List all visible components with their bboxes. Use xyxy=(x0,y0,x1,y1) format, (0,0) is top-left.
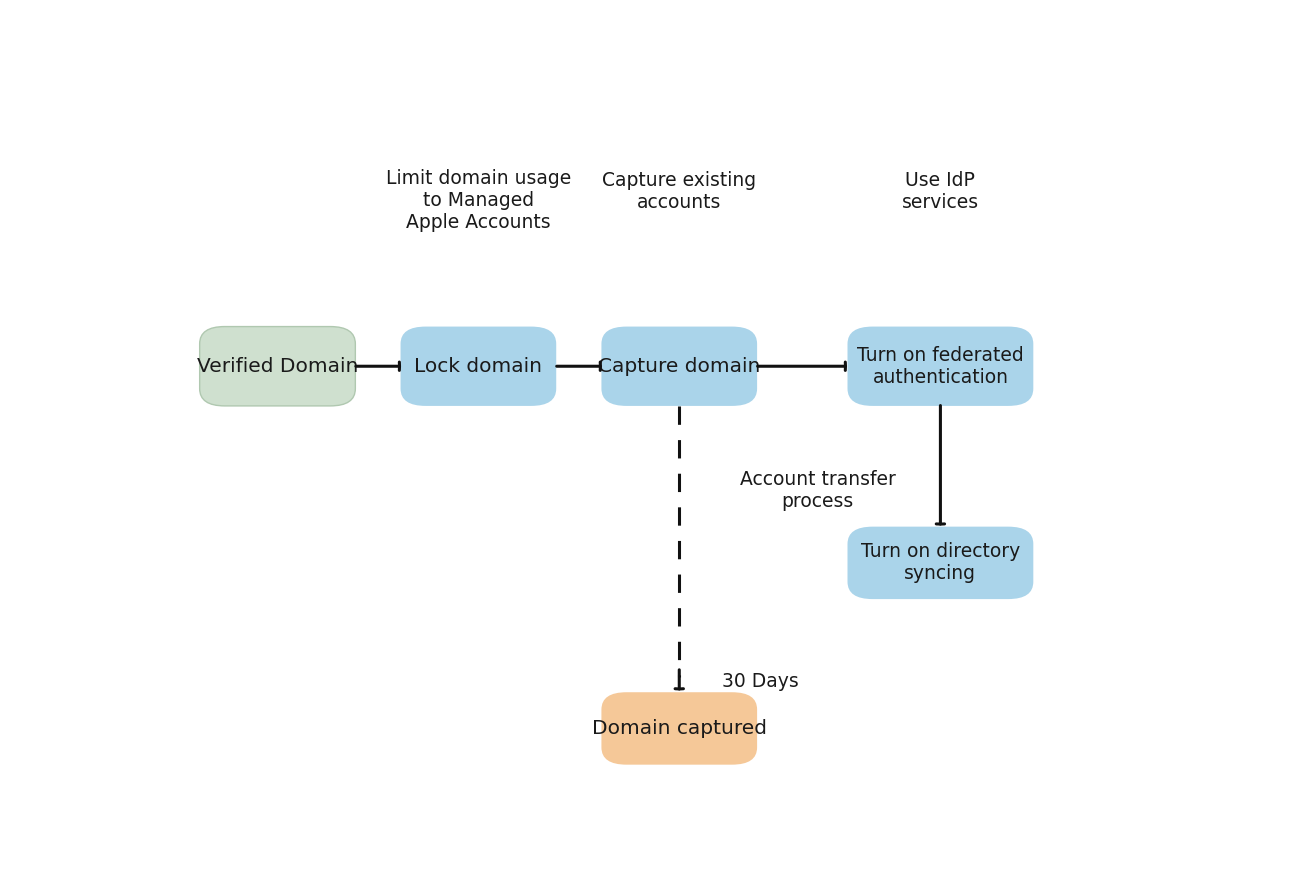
FancyBboxPatch shape xyxy=(601,326,757,406)
FancyBboxPatch shape xyxy=(601,693,757,764)
Text: Account transfer
process: Account transfer process xyxy=(740,470,896,511)
FancyBboxPatch shape xyxy=(200,326,355,406)
Text: Use IdP
services: Use IdP services xyxy=(902,171,978,212)
Text: Capture existing
accounts: Capture existing accounts xyxy=(603,171,757,212)
Text: Limit domain usage
to Managed
Apple Accounts: Limit domain usage to Managed Apple Acco… xyxy=(386,169,572,232)
Text: Domain captured: Domain captured xyxy=(592,719,767,738)
Text: Turn on directory
syncing: Turn on directory syncing xyxy=(861,542,1020,583)
Text: Turn on federated
authentication: Turn on federated authentication xyxy=(857,346,1024,387)
Text: Lock domain: Lock domain xyxy=(415,357,543,375)
Text: Verified Domain: Verified Domain xyxy=(197,357,358,375)
FancyBboxPatch shape xyxy=(848,527,1033,599)
Text: Capture domain: Capture domain xyxy=(597,357,761,375)
FancyBboxPatch shape xyxy=(400,326,556,406)
FancyBboxPatch shape xyxy=(848,326,1033,406)
Text: 30 Days: 30 Days xyxy=(722,672,800,691)
